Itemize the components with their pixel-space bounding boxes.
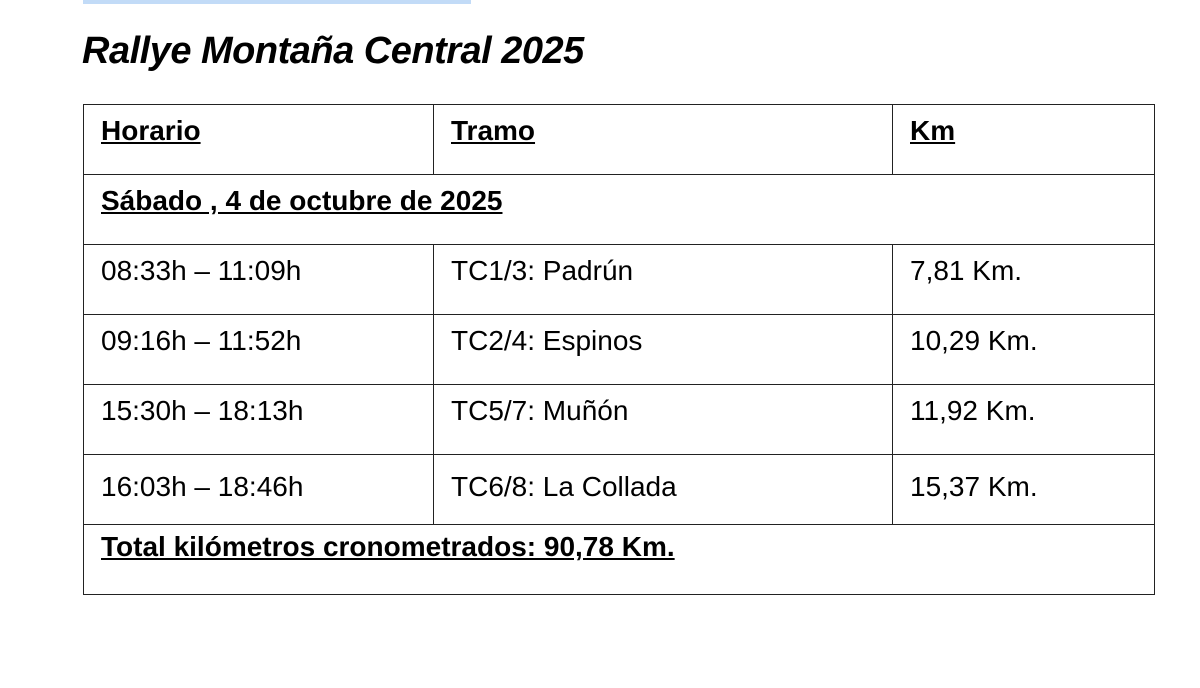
km-cell: 10,29 Km. [892,314,1155,385]
table-row: 09:16h – 11:52h TC2/4: Espinos 10,29 Km. [83,314,1155,385]
total-row: Total kilómetros cronometrados: 90,78 Km… [83,524,1155,595]
time-cell: 15:30h – 18:13h [83,384,434,455]
text-selection-highlight [83,0,471,4]
table-row: 15:30h – 18:13h TC5/7: Muñón 11,92 Km. [83,384,1155,455]
day-cell: Sábado , 4 de octubre de 2025 [83,174,1155,245]
schedule-table: Horario Tramo Km Sábado , 4 de octubre d… [83,104,1155,595]
total-cell: Total kilómetros cronometrados: 90,78 Km… [83,524,1155,595]
stage-cell: TC1/3: Padrún [433,244,893,315]
header-km: Km [892,104,1155,175]
header-row: Horario Tramo Km [83,104,1155,175]
stage-cell: TC2/4: Espinos [433,314,893,385]
page-title: Rallye Montaña Central 2025 [82,30,584,72]
km-cell: 15,37 Km. [892,454,1155,525]
time-cell: 16:03h – 18:46h [83,454,434,525]
table-row: 16:03h – 18:46h TC6/8: La Collada 15,37 … [83,454,1155,525]
header-tramo: Tramo [433,104,893,175]
header-horario: Horario [83,104,434,175]
km-cell: 11,92 Km. [892,384,1155,455]
day-row: Sábado , 4 de octubre de 2025 [83,174,1155,245]
km-cell: 7,81 Km. [892,244,1155,315]
time-cell: 08:33h – 11:09h [83,244,434,315]
stage-cell: TC5/7: Muñón [433,384,893,455]
time-cell: 09:16h – 11:52h [83,314,434,385]
stage-cell: TC6/8: La Collada [433,454,893,525]
table-row: 08:33h – 11:09h TC1/3: Padrún 7,81 Km. [83,244,1155,315]
